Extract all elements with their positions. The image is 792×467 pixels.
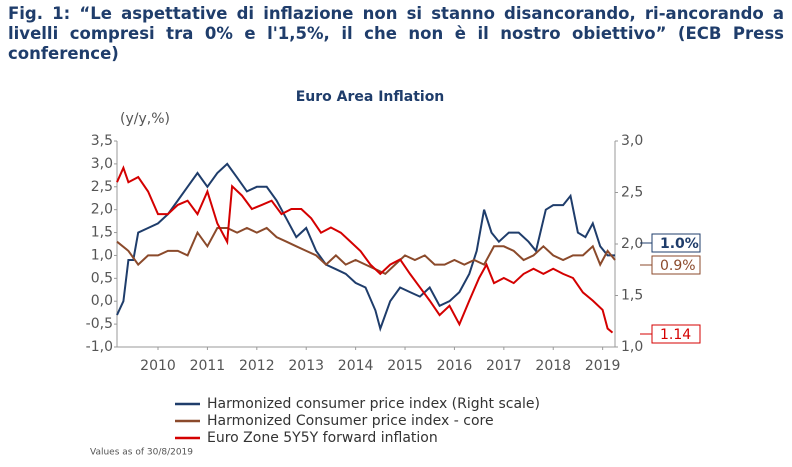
y2-tick-label: 3,0 bbox=[621, 133, 643, 149]
x-tick-label: 2010 bbox=[140, 358, 176, 374]
y-tick-label: 0,5 bbox=[91, 270, 113, 286]
chart-title: Euro Area Inflation bbox=[296, 89, 445, 105]
x-tick-label: 2016 bbox=[437, 358, 473, 374]
y-tick-label: 3,5 bbox=[91, 133, 113, 149]
callout-label: 0.9% bbox=[660, 258, 696, 274]
y2-tick-label: 2,5 bbox=[621, 185, 643, 201]
y-tick-label: 3,0 bbox=[91, 156, 113, 172]
series-line bbox=[116, 162, 615, 333]
y2-tick-label: 1,0 bbox=[621, 339, 643, 355]
callout-label: 1.14 bbox=[660, 327, 691, 343]
y-axis-label: (y/y,%) bbox=[120, 111, 170, 127]
series-line bbox=[116, 226, 616, 275]
y-tick-label: -0,5 bbox=[86, 316, 113, 332]
y-tick-label: 1,0 bbox=[91, 247, 113, 263]
x-tick-label: 2018 bbox=[535, 358, 571, 374]
y-tick-label: -1,0 bbox=[86, 339, 113, 355]
legend-label: Euro Zone 5Y5Y forward inflation bbox=[207, 430, 438, 446]
callout-label: 1.0% bbox=[660, 236, 699, 252]
x-tick-label: 2015 bbox=[387, 358, 423, 374]
x-tick-label: 2012 bbox=[239, 358, 275, 374]
series-line bbox=[116, 165, 614, 334]
y-tick-label: 2,0 bbox=[91, 202, 113, 218]
footnote: Values as of 30/8/2019 bbox=[90, 448, 193, 458]
legend-label: Harmonized consumer price index (Right s… bbox=[207, 396, 540, 412]
y-tick-label: 0,0 bbox=[91, 293, 113, 309]
x-tick-label: 2011 bbox=[190, 358, 226, 374]
y2-tick-label: 2,0 bbox=[621, 236, 643, 252]
legend-label: Harmonized Consumer price index - core bbox=[207, 413, 494, 429]
x-tick-label: 2019 bbox=[585, 358, 621, 374]
x-tick-label: 2013 bbox=[288, 358, 324, 374]
caption: Fig. 1: “Le aspettative di inflazione no… bbox=[8, 4, 784, 63]
x-tick-label: 2017 bbox=[486, 358, 522, 374]
x-tick-label: 2014 bbox=[338, 358, 374, 374]
y2-tick-label: 1,5 bbox=[621, 288, 643, 304]
y-tick-label: 1,5 bbox=[91, 225, 113, 241]
y-tick-label: 2,5 bbox=[91, 179, 113, 195]
